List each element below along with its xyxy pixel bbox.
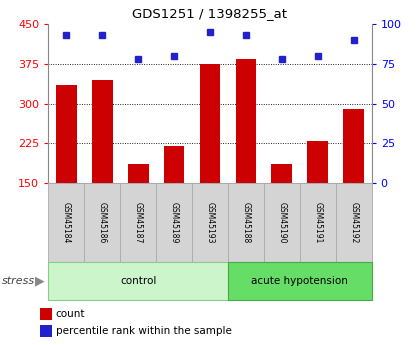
Bar [264, 183, 300, 262]
Bar [56, 85, 77, 262]
Bar [48, 262, 228, 300]
Text: GSM45184: GSM45184 [62, 202, 71, 243]
Bar [200, 64, 221, 262]
Bar [228, 262, 372, 300]
Text: ▶: ▶ [35, 275, 45, 288]
Text: GSM45186: GSM45186 [98, 202, 107, 243]
Bar [336, 183, 372, 262]
Text: GSM45189: GSM45189 [170, 202, 178, 243]
Text: GSM45191: GSM45191 [313, 202, 322, 243]
Text: stress: stress [2, 276, 35, 286]
Text: GSM45193: GSM45193 [205, 202, 215, 243]
Text: count: count [56, 309, 85, 319]
Bar [343, 109, 364, 262]
Bar [300, 183, 336, 262]
Bar [236, 59, 256, 262]
Bar [164, 146, 184, 262]
Bar [271, 164, 292, 262]
Bar [120, 183, 156, 262]
Text: percentile rank within the sample: percentile rank within the sample [56, 326, 232, 336]
Text: acute hypotension: acute hypotension [252, 276, 348, 286]
Text: GSM45192: GSM45192 [349, 202, 358, 243]
Text: GSM45190: GSM45190 [277, 202, 286, 243]
Bar [92, 80, 113, 262]
Bar [156, 183, 192, 262]
Bar [48, 183, 84, 262]
Bar [192, 183, 228, 262]
Bar [228, 183, 264, 262]
Bar [84, 183, 120, 262]
Text: GSM45187: GSM45187 [134, 202, 143, 243]
Text: control: control [120, 276, 156, 286]
Bar [128, 164, 149, 262]
Title: GDS1251 / 1398255_at: GDS1251 / 1398255_at [132, 7, 288, 20]
Text: GSM45188: GSM45188 [241, 202, 250, 243]
Bar [307, 140, 328, 262]
